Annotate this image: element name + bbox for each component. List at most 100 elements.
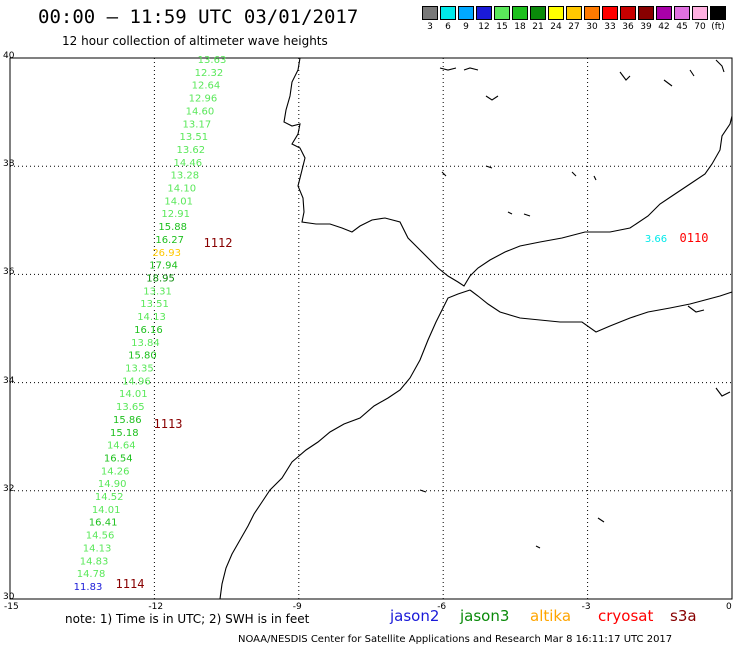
swh-value-label: 14.01 bbox=[164, 196, 193, 207]
scale-label: 27 bbox=[568, 22, 580, 32]
scale-swatch bbox=[458, 6, 474, 20]
swh-value-label: 14.56 bbox=[86, 531, 115, 542]
scale-swatch bbox=[656, 6, 672, 20]
satellite-legend-item: cryosat bbox=[598, 607, 654, 625]
swh-value-label: 14.83 bbox=[80, 556, 109, 567]
lat-tick-label: 36 bbox=[3, 267, 15, 278]
pass-time-label: 1113 bbox=[154, 417, 183, 431]
swh-value-label: 13.63 bbox=[198, 55, 227, 66]
swh-value-label: 13.65 bbox=[116, 402, 145, 413]
scale-label: 9 bbox=[463, 22, 469, 32]
footer-credit: NOAA/NESDIS Center for Satellite Applica… bbox=[238, 634, 673, 645]
swh-value-label: 15.88 bbox=[158, 222, 187, 233]
swh-value-label: 3.66 bbox=[645, 234, 667, 245]
scale-swatch bbox=[548, 6, 564, 20]
swh-value-label: 13.35 bbox=[125, 363, 154, 374]
swh-value-label: 14.01 bbox=[92, 505, 121, 516]
scale-swatch bbox=[512, 6, 528, 20]
scale-swatch bbox=[674, 6, 690, 20]
scale-swatch bbox=[620, 6, 636, 20]
scale-swatch bbox=[422, 6, 438, 20]
swh-value-label: 14.01 bbox=[119, 389, 148, 400]
footer-note: note: 1) Time is in UTC; 2) SWH is in fe… bbox=[65, 612, 310, 626]
swh-value-label: 14.78 bbox=[77, 569, 106, 580]
swh-value-label: 15.80 bbox=[128, 351, 157, 362]
scale-label: 21 bbox=[532, 22, 544, 32]
swh-value-label: 14.46 bbox=[173, 158, 202, 169]
swh-value-label: 12.32 bbox=[195, 68, 224, 79]
lat-lon-grid bbox=[10, 58, 732, 599]
swh-value-label: 14.26 bbox=[101, 466, 130, 477]
swh-value-label: 14.96 bbox=[122, 376, 151, 387]
swh-value-label: 14.52 bbox=[95, 492, 124, 503]
scale-swatch bbox=[584, 6, 600, 20]
scale-label: 45 bbox=[676, 22, 688, 32]
scale-unit-label: (ft) bbox=[711, 22, 725, 32]
swh-value-label: 17.94 bbox=[149, 261, 178, 272]
scale-swatch bbox=[638, 6, 654, 20]
swh-value-label: 13.28 bbox=[170, 171, 199, 182]
lon-tick-label: -12 bbox=[148, 602, 164, 612]
swh-value-label: 13.31 bbox=[143, 286, 172, 297]
scale-label: 12 bbox=[478, 22, 490, 32]
swh-value-label: 14.64 bbox=[107, 441, 136, 452]
scale-swatch bbox=[602, 6, 618, 20]
lat-tick-label: 38 bbox=[3, 159, 15, 170]
scale-swatch bbox=[476, 6, 492, 20]
map-title: 00:00 – 11:59 UTC 03/01/2017 bbox=[38, 6, 359, 28]
scale-swatch bbox=[692, 6, 708, 20]
lon-tick-label: -3 bbox=[581, 602, 591, 612]
swh-value-label: 18.95 bbox=[146, 274, 175, 285]
swh-value-label: 11.83 bbox=[74, 582, 103, 593]
coastline bbox=[219, 57, 733, 600]
swh-value-label: 16.41 bbox=[89, 518, 118, 529]
swh-value-label: 13.51 bbox=[180, 132, 209, 143]
pass-time-label: 0110 bbox=[680, 231, 709, 245]
scale-swatch bbox=[530, 6, 546, 20]
swh-value-label: 26.93 bbox=[152, 248, 181, 259]
lon-tick-label: -15 bbox=[4, 602, 19, 612]
swh-value-label: 15.86 bbox=[113, 415, 142, 426]
swh-value-label: 13.84 bbox=[131, 338, 160, 349]
swh-value-label: 16.54 bbox=[104, 453, 133, 464]
lat-tick-label: 30 bbox=[3, 592, 15, 602]
lat-tick-label: 40 bbox=[3, 51, 15, 61]
scale-swatch bbox=[566, 6, 582, 20]
swh-value-label: 15.18 bbox=[110, 428, 139, 439]
swh-value-label: 14.90 bbox=[98, 479, 127, 490]
pass-time-label: 1114 bbox=[116, 577, 145, 591]
scale-swatch bbox=[710, 6, 726, 20]
swh-value-label: 13.51 bbox=[140, 299, 169, 310]
swh-value-label: 16.27 bbox=[155, 235, 184, 246]
scale-swatch bbox=[440, 6, 456, 20]
swh-value-label: 14.60 bbox=[186, 106, 215, 117]
map-frame bbox=[9, 57, 733, 600]
scale-label: 6 bbox=[445, 22, 451, 32]
swh-value-label: 13.62 bbox=[177, 145, 206, 156]
satellite-legend-item: jason3 bbox=[460, 607, 510, 625]
pass-time-label: 1112 bbox=[204, 236, 233, 250]
scale-label: 39 bbox=[640, 22, 652, 32]
map-subtitle: 12 hour collection of altimeter wave hei… bbox=[62, 34, 328, 48]
satellite-legend-item: jason2 bbox=[390, 607, 440, 625]
satellite-legend-item: altika bbox=[530, 607, 572, 625]
swh-value-label: 12.64 bbox=[192, 81, 221, 92]
swh-value-label: 12.96 bbox=[189, 94, 218, 105]
swh-value-label: 13.17 bbox=[183, 119, 212, 130]
scale-label: 30 bbox=[586, 22, 598, 32]
scale-swatch bbox=[494, 6, 510, 20]
swh-value-label: 14.13 bbox=[137, 312, 166, 323]
swh-value-label: 14.10 bbox=[167, 184, 196, 195]
lat-tick-label: 32 bbox=[3, 483, 15, 494]
scale-label: 42 bbox=[658, 22, 670, 32]
scale-label: 24 bbox=[550, 22, 562, 32]
swh-value-label: 12.91 bbox=[161, 209, 190, 220]
scale-label: 15 bbox=[496, 22, 508, 32]
scale-label: 70 bbox=[694, 22, 706, 32]
swh-value-label: 14.13 bbox=[83, 543, 112, 554]
scale-label: 36 bbox=[622, 22, 634, 32]
lat-tick-label: 34 bbox=[3, 375, 15, 386]
satellite-legend-item: s3a bbox=[670, 607, 697, 625]
scale-label: 18 bbox=[514, 22, 526, 32]
